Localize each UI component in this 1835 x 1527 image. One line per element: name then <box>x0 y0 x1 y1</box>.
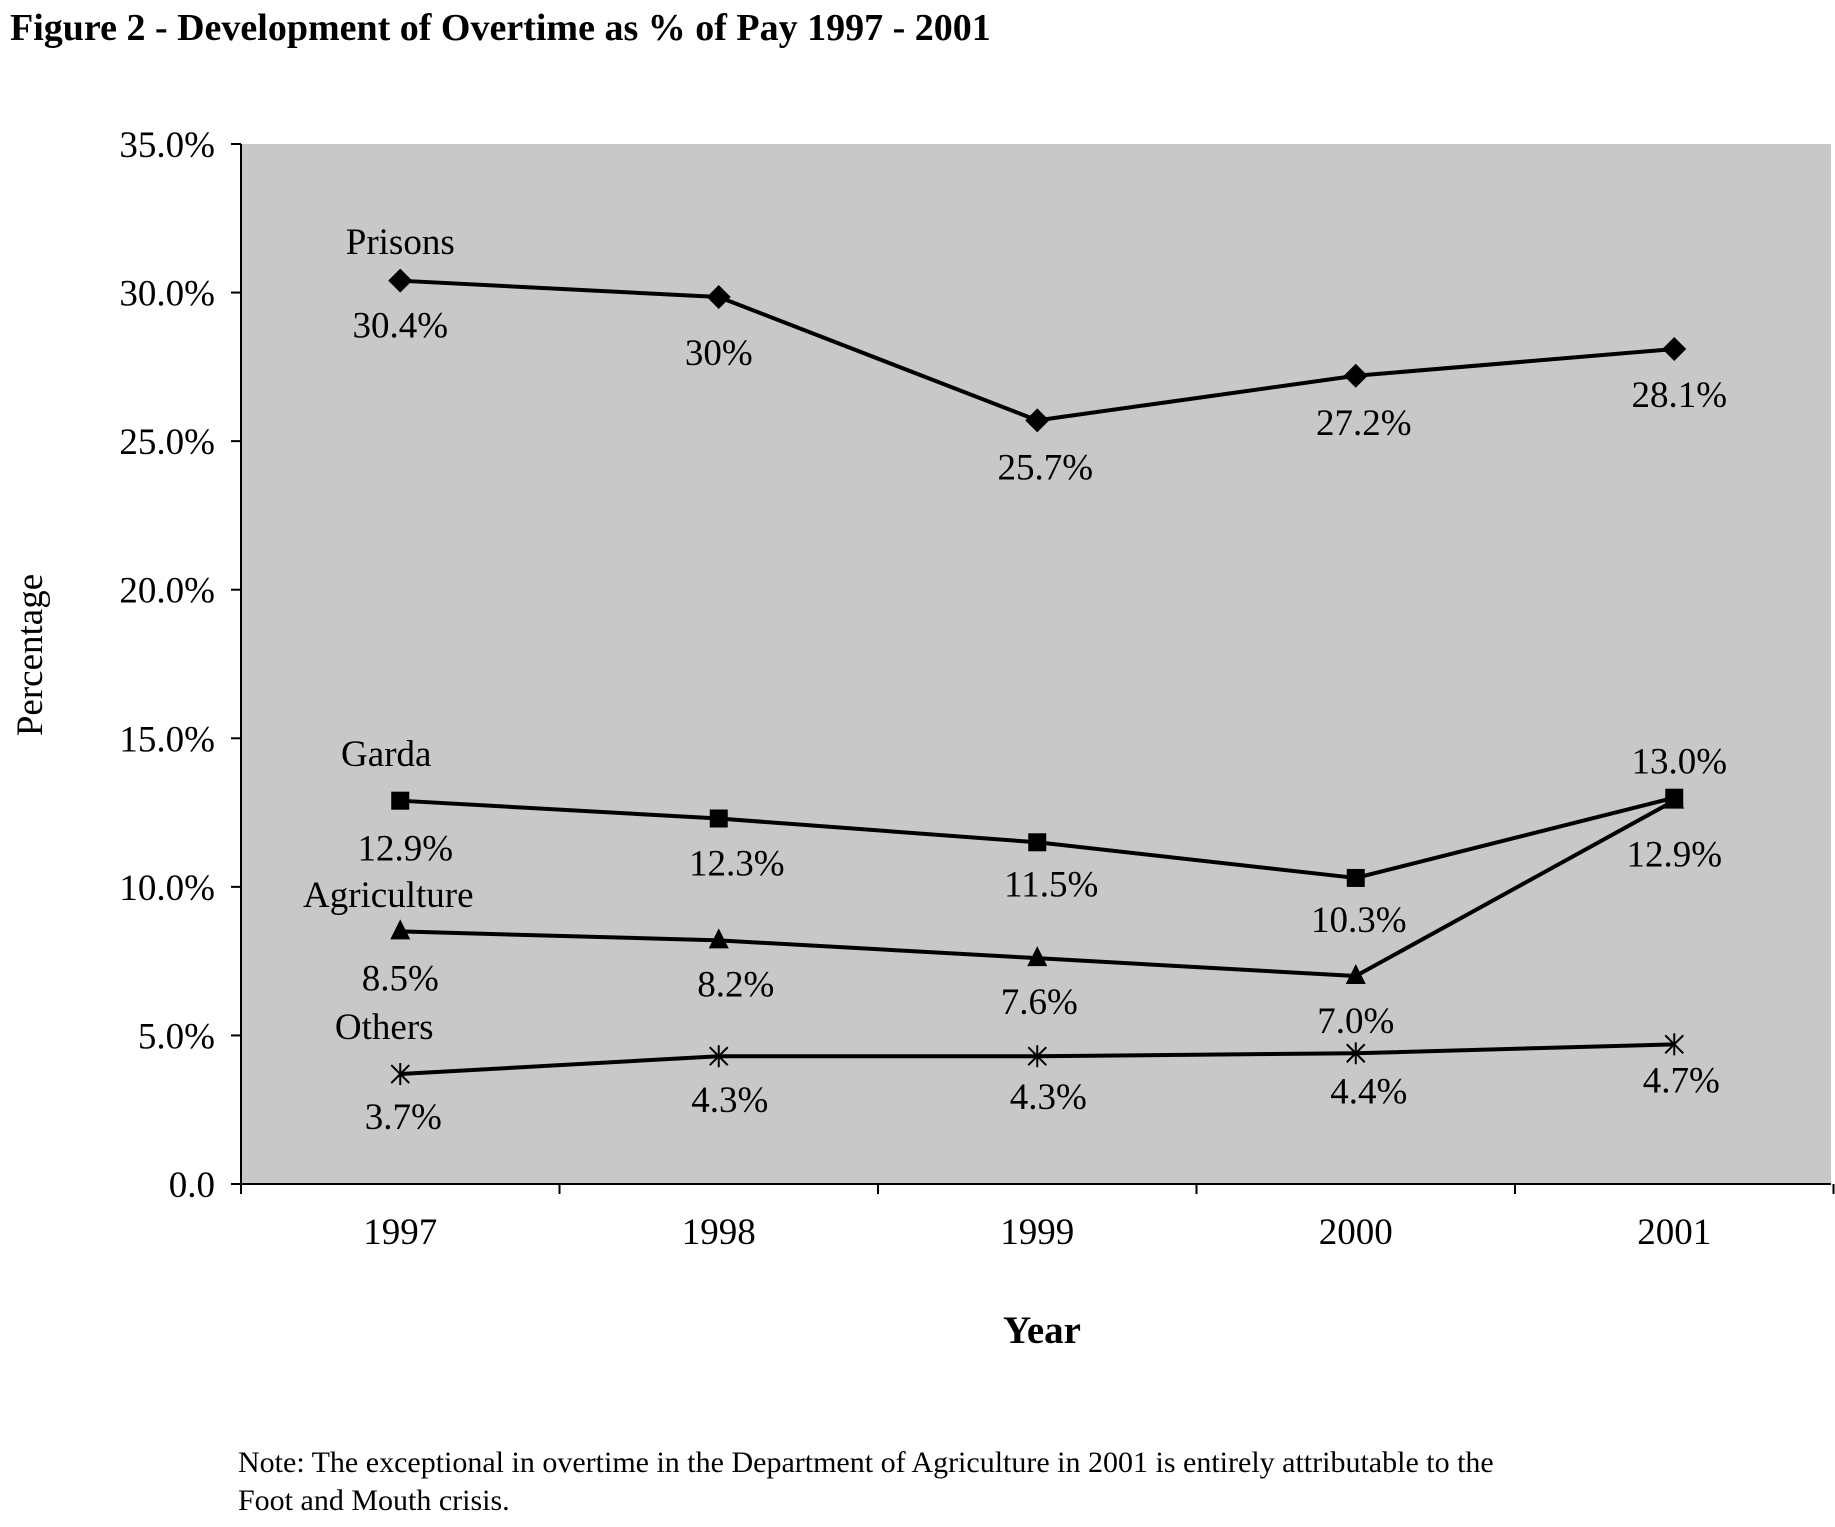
data-label: 12.9% <box>1626 835 1722 876</box>
figure-title: Figure 2 - Development of Overtime as % … <box>10 7 991 49</box>
data-point-diamond <box>706 285 731 310</box>
y-axis-title: Percentage <box>10 574 51 736</box>
data-label: 11.5% <box>1004 864 1098 905</box>
x-tick-label: 2000 <box>1319 1212 1393 1253</box>
x-tick-label: 1999 <box>1000 1212 1074 1253</box>
data-point-diamond <box>1343 363 1368 388</box>
data-point-triangle <box>708 928 729 949</box>
data-point-star <box>1664 1033 1684 1056</box>
data-point-star <box>709 1045 729 1068</box>
data-point-triangle <box>1027 946 1048 967</box>
y-tick-label: 30.0% <box>119 274 215 315</box>
series-name-label: Agriculture <box>303 875 474 916</box>
data-point-star <box>1027 1045 1047 1068</box>
data-point-star <box>1346 1042 1366 1065</box>
data-label: 3.7% <box>365 1097 442 1138</box>
series-name-label: Prisons <box>346 222 455 263</box>
data-label: 12.9% <box>357 829 453 870</box>
data-label: 12.3% <box>689 844 785 885</box>
y-tick-label: 20.0% <box>119 571 215 612</box>
data-label: 30.4% <box>352 306 448 347</box>
data-point-square <box>709 809 728 828</box>
data-label: 4.3% <box>691 1080 768 1121</box>
x-tick-label: 1997 <box>363 1212 437 1253</box>
data-point-square <box>391 791 410 810</box>
data-point-triangle <box>390 919 411 940</box>
data-point-diamond <box>1025 408 1050 433</box>
plot-area <box>241 144 1831 1184</box>
x-tick-label: 2001 <box>1637 1212 1711 1253</box>
series-garda: 12.9% 12.3% 11.5% 10.3% 13.0% Garda <box>341 734 1727 941</box>
data-point-square <box>1028 833 1047 852</box>
data-label: 4.4% <box>1330 1071 1407 1112</box>
data-point-star <box>390 1063 410 1086</box>
data-label: 7.0% <box>1317 1001 1394 1042</box>
y-tick-label: 25.0% <box>119 422 215 463</box>
data-label: 8.5% <box>362 958 439 999</box>
y-tick-label: 10.0% <box>119 868 215 909</box>
note-line: Note: The exceptional in overtime in the… <box>238 1446 1494 1479</box>
data-label: 4.3% <box>1010 1077 1087 1118</box>
x-tick-label: 1998 <box>682 1212 756 1253</box>
data-label: 27.2% <box>1316 403 1412 444</box>
data-label: 10.3% <box>1311 900 1407 941</box>
y-tick-label: 35.0% <box>119 125 215 166</box>
y-tick-label: 0.0 <box>169 1165 215 1206</box>
data-label: 8.2% <box>697 964 774 1005</box>
y-tick-label: 15.0% <box>119 719 215 760</box>
data-label: 4.7% <box>1643 1060 1720 1101</box>
data-point-triangle <box>1664 788 1685 809</box>
data-label: 13.0% <box>1631 742 1727 783</box>
data-label: 7.6% <box>1001 982 1078 1023</box>
data-point-triangle <box>1345 964 1366 984</box>
y-tick-label: 5.0% <box>138 1016 215 1057</box>
data-point-square <box>1346 868 1365 887</box>
data-label: 25.7% <box>997 447 1093 488</box>
data-label: 30% <box>685 333 753 374</box>
y-axis: 0.0 5.0% 10.0% 15.0% 20.0% 25.0% 30.0% 35.0% <box>119 125 242 1206</box>
series-name-label: Garda <box>341 734 431 775</box>
data-point-diamond <box>388 268 413 293</box>
data-label: 28.1% <box>1631 375 1727 416</box>
series-prisons: 30.4% 30% 25.7% 27.2% 28.1% Prisons <box>346 222 1727 488</box>
series-name-label: Others <box>335 1007 434 1048</box>
series-agriculture: 8.5% 8.2% 7.6% 7.0% 12.9% Agriculture <box>303 788 1722 1042</box>
data-point-diamond <box>1662 337 1687 362</box>
chart-note: Note: The exceptional in overtime in the… <box>238 1444 1718 1520</box>
x-axis: 1997 1998 1999 2000 2001 <box>240 1183 1835 1253</box>
series-others: 3.7% 4.3% 4.3% 4.4% 4.7% Others <box>335 1007 1720 1138</box>
x-axis-title: Year <box>1003 1309 1081 1352</box>
series-layer: 30.4% 30% 25.7% 27.2% 28.1% Prisons 12.9% 12.3%… <box>303 222 1727 1138</box>
note-line: Foot and Mouth crisis. <box>238 1484 510 1517</box>
